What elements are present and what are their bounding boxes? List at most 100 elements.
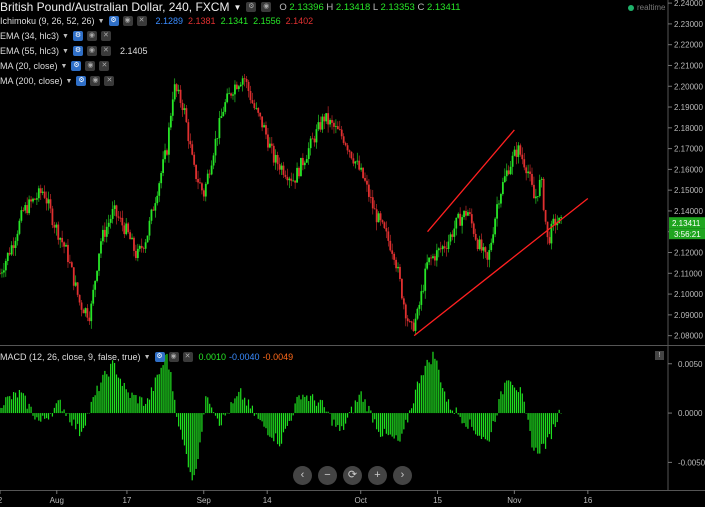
candle-body [292, 180, 295, 182]
chevron-down-icon[interactable]: ▼ [233, 2, 242, 12]
eye-icon[interactable]: ◉ [261, 2, 272, 12]
indicator-label[interactable]: MA (200, close) [0, 76, 63, 86]
close-icon[interactable]: ✕ [136, 16, 147, 26]
indicator-label[interactable]: Ichimoku (9, 26, 52, 26) [0, 16, 95, 26]
candle-body [325, 113, 328, 122]
scroll-left-button[interactable]: ‹ [293, 466, 312, 485]
scroll-right-button[interactable]: › [393, 466, 412, 485]
settings-icon[interactable]: ⚙ [108, 16, 119, 26]
macd-bar [108, 376, 110, 414]
macd-bar [47, 413, 50, 420]
candle-body [20, 210, 23, 221]
candle-body [76, 282, 79, 295]
macd-bar [110, 363, 112, 414]
macd-bar [339, 413, 341, 431]
candle-body [131, 237, 133, 240]
candle-body [453, 228, 456, 237]
eye-icon[interactable]: ◉ [86, 31, 97, 41]
chevron-down-icon[interactable]: ▼ [65, 77, 73, 85]
candle-body [552, 218, 555, 224]
macd-bar [96, 385, 98, 414]
candle-body [288, 178, 291, 181]
zoom-out-button[interactable]: − [318, 466, 337, 485]
close-icon[interactable]: ✕ [100, 46, 111, 56]
macd-label[interactable]: MACD (12, 26, close, 9, false, true) [0, 352, 141, 362]
candle-body [255, 108, 258, 109]
macd-bar [135, 395, 137, 414]
macd-bar [94, 395, 96, 414]
candle-body [492, 234, 495, 243]
macd-bar [57, 400, 59, 414]
candle-body [125, 223, 128, 235]
macd-bar [354, 400, 356, 414]
close-icon[interactable]: ✕ [104, 76, 115, 86]
chevron-down-icon[interactable]: ▼ [62, 47, 69, 55]
macd-bar [160, 367, 162, 414]
chevron-down-icon[interactable]: ▼ [97, 17, 105, 25]
candle-body [45, 197, 48, 204]
macd-bar [98, 391, 100, 414]
macd-bar [480, 413, 483, 440]
settings-icon[interactable]: ⚙ [246, 2, 257, 12]
indicator-label[interactable]: EMA (34, hlc3) [0, 31, 60, 41]
candle-body [404, 304, 407, 319]
eye-icon[interactable]: ◉ [90, 76, 101, 86]
candle-body [509, 166, 512, 175]
candle-body [272, 145, 275, 163]
candle-body [346, 145, 349, 151]
candle-body [105, 226, 108, 237]
macd-bar [170, 372, 172, 414]
close-icon[interactable]: ✕ [182, 352, 193, 362]
eye-icon[interactable]: ◉ [122, 16, 133, 26]
candle-body [457, 213, 460, 218]
chevron-down-icon[interactable]: ▼ [60, 62, 68, 70]
close-icon[interactable]: ✕ [100, 31, 111, 41]
chevron-down-icon[interactable]: ▼ [143, 353, 151, 361]
macd-bar [550, 413, 553, 440]
candle-body [232, 94, 234, 96]
candle-body [496, 204, 498, 219]
candle-body [420, 291, 423, 305]
macd-bar [150, 387, 153, 414]
chevron-down-icon[interactable]: ▼ [62, 32, 69, 40]
symbol-title[interactable]: British Pound/Australian Dollar, 240, FX… [0, 0, 230, 14]
candle-body [253, 103, 256, 109]
candle-body [86, 308, 89, 318]
settings-icon[interactable]: ⚙ [72, 31, 83, 41]
candle-body [234, 84, 236, 95]
settings-icon[interactable]: ⚙ [154, 352, 165, 362]
close-icon[interactable]: ✕ [99, 61, 110, 71]
macd-bar [44, 413, 46, 419]
candle-body [375, 209, 378, 223]
eye-icon[interactable]: ◉ [168, 352, 179, 362]
eye-icon[interactable]: ◉ [86, 46, 97, 56]
reset-button[interactable]: ⟳ [343, 466, 362, 485]
settings-icon[interactable]: ⚙ [76, 76, 87, 86]
macd-bar [224, 413, 226, 416]
macd-bar [341, 413, 343, 427]
indicator-label[interactable]: EMA (55, hlc3) [0, 46, 60, 56]
candle-body [362, 167, 364, 178]
macd-bar [40, 413, 42, 422]
indicator-value: 2.1289 [155, 16, 184, 26]
macd-bar [306, 395, 308, 414]
settings-icon[interactable]: ⚙ [71, 61, 82, 71]
settings-icon[interactable]: ⚙ [72, 46, 83, 56]
candle-body [179, 89, 182, 103]
indicator-label[interactable]: MA (20, close) [0, 61, 58, 71]
info-icon[interactable]: ! [655, 351, 664, 360]
macd-bar [304, 396, 306, 414]
candle-body [119, 217, 122, 219]
eye-icon[interactable]: ◉ [85, 61, 96, 71]
zoom-in-button[interactable]: + [368, 466, 387, 485]
candle-body [381, 220, 384, 223]
macd-bar [104, 370, 106, 414]
macd-bar [82, 413, 85, 429]
candle-body [554, 218, 557, 226]
candle-body [37, 188, 40, 199]
macd-bar [75, 413, 77, 430]
macd-bar [300, 399, 302, 414]
indicator-legend: MA (20, close) ▼ ⚙ ◉ ✕ [0, 61, 110, 71]
macd-bar [280, 413, 283, 444]
